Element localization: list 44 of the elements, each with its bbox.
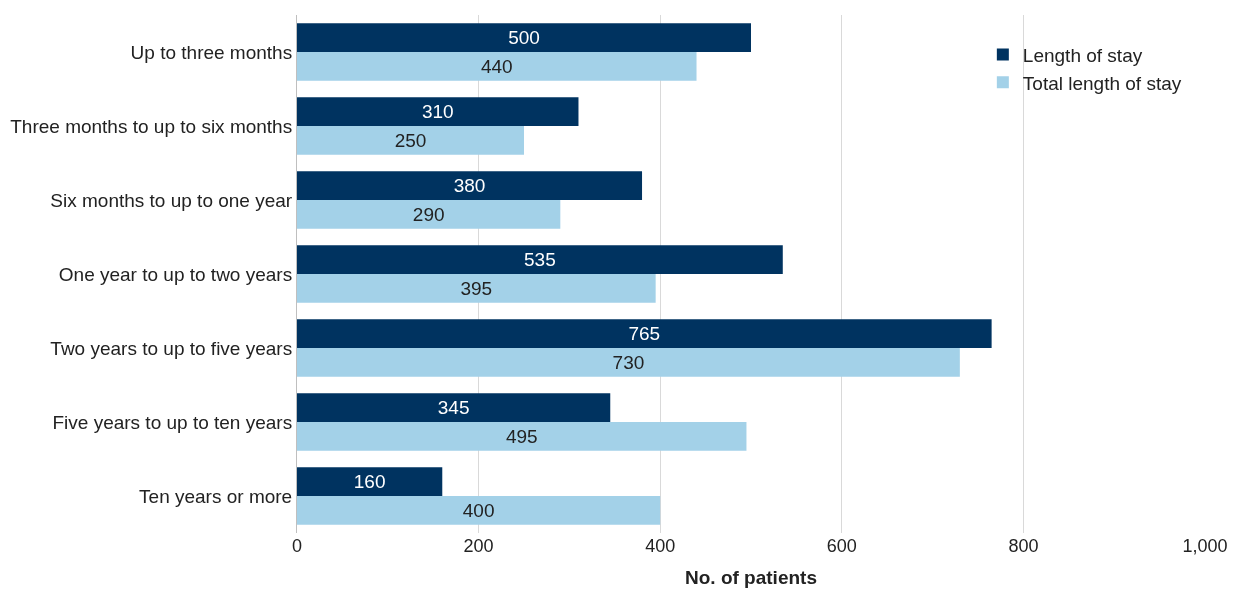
x-tick-label: 400	[645, 536, 676, 556]
bar	[297, 348, 960, 377]
data-label: 290	[412, 203, 445, 225]
x-tick-label: 1,000	[1182, 536, 1228, 556]
data-label: 495	[505, 425, 538, 447]
bar	[297, 245, 783, 274]
bar	[297, 200, 561, 229]
bar	[297, 274, 656, 303]
data-label: 395	[460, 277, 493, 299]
bar	[297, 422, 747, 451]
y-tick-label: One year to up to two years	[58, 263, 293, 285]
bar	[297, 52, 697, 81]
legend-label: Total length of stay	[1022, 72, 1182, 94]
bar	[297, 97, 579, 126]
data-label: 160	[353, 471, 386, 493]
bar	[297, 393, 611, 422]
legend-label: Length of stay	[1022, 44, 1143, 66]
x-tick-label: 200	[463, 536, 494, 556]
data-label: 765	[628, 323, 661, 345]
y-tick-label: Two years to up to five years	[50, 337, 293, 359]
data-label: 380	[453, 175, 486, 197]
bar	[297, 319, 992, 348]
data-label: 250	[394, 129, 427, 151]
bar	[297, 467, 443, 496]
y-tick-label: Ten years or more	[139, 485, 293, 507]
data-label: 440	[480, 55, 513, 77]
data-label: 400	[462, 499, 495, 521]
bar	[297, 171, 643, 200]
data-label: 535	[524, 249, 556, 271]
x-tick-label: 600	[826, 536, 857, 556]
data-label: 310	[421, 101, 454, 123]
bar	[297, 496, 661, 525]
data-label: 730	[612, 351, 645, 373]
y-tick-label: Six months to up to one year	[50, 189, 293, 211]
data-label: 500	[508, 27, 540, 49]
y-tick-label: Three months to up to six months	[10, 115, 293, 137]
x-tick-label: 800	[1008, 536, 1039, 556]
data-label: 345	[437, 397, 470, 419]
y-tick-label: Five years to up to ten years	[52, 411, 293, 433]
x-tick-label: 0	[291, 536, 303, 556]
y-tick-label: Up to three months	[130, 41, 293, 63]
bar	[297, 23, 751, 52]
bar	[297, 126, 524, 155]
x-axis-title: No. of patients	[685, 566, 817, 588]
